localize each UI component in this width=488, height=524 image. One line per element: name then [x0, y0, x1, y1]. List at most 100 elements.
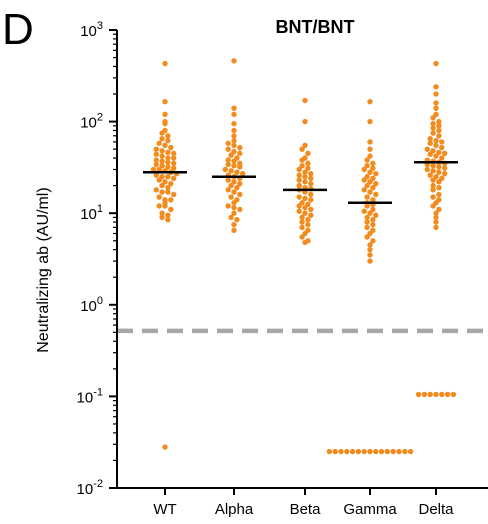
data-point	[361, 187, 367, 193]
data-point	[430, 120, 436, 127]
data-point	[367, 98, 373, 105]
data-point	[436, 169, 442, 175]
data-point	[165, 159, 171, 165]
data-point	[427, 136, 433, 142]
data-point	[165, 216, 171, 223]
data-point	[296, 166, 302, 173]
data-point	[439, 155, 445, 161]
medians-layer	[143, 160, 458, 205]
data-point	[370, 238, 376, 244]
x-tick-label: Delta	[418, 501, 454, 518]
data-point	[433, 137, 439, 144]
data-point	[156, 166, 162, 173]
data-point	[308, 170, 314, 177]
data-point	[367, 118, 373, 125]
data-point	[296, 177, 302, 183]
x-tick-label: Gamma	[343, 501, 397, 518]
data-point	[407, 448, 414, 455]
data-point	[373, 170, 379, 177]
data-point	[225, 161, 231, 168]
data-point	[436, 179, 442, 185]
data-point	[162, 203, 168, 209]
data-point	[439, 139, 445, 145]
data-point	[396, 448, 402, 455]
data-point	[367, 210, 373, 216]
data-point	[367, 153, 373, 159]
data-point	[162, 60, 168, 67]
data-point	[162, 111, 168, 118]
data-point	[165, 149, 171, 156]
data-point	[433, 60, 439, 67]
data-point	[305, 150, 311, 157]
data-point	[436, 191, 442, 198]
data-point	[361, 208, 367, 214]
data-point	[168, 197, 174, 203]
data-point	[153, 161, 159, 168]
data-point	[171, 150, 177, 157]
data-point	[228, 194, 234, 200]
data-point	[299, 234, 305, 240]
data-point	[231, 120, 237, 127]
data-point	[367, 169, 373, 175]
data-point	[231, 127, 237, 134]
data-point	[228, 214, 234, 221]
data-point	[231, 200, 237, 206]
data-point	[299, 163, 305, 169]
data-point	[150, 166, 157, 173]
data-point	[344, 448, 350, 455]
data-point	[367, 252, 373, 258]
data-point	[302, 97, 308, 104]
data-point	[442, 165, 448, 171]
data-point	[367, 258, 373, 264]
data-point	[305, 165, 311, 171]
data-point	[364, 157, 370, 163]
data-point	[225, 146, 231, 152]
data-point	[165, 174, 171, 180]
data-point	[436, 123, 442, 129]
data-point	[349, 448, 356, 455]
data-point	[299, 214, 305, 221]
data-point	[302, 210, 308, 216]
data-point	[159, 158, 165, 164]
data-point	[228, 168, 234, 174]
data-point	[159, 182, 165, 189]
data-point	[430, 168, 436, 174]
y-tick-label: 103	[80, 20, 103, 40]
data-point	[427, 140, 433, 146]
data-point	[159, 148, 165, 154]
data-point	[231, 163, 237, 169]
data-point	[165, 155, 171, 161]
data-point	[171, 175, 177, 182]
data-point	[302, 239, 308, 246]
y-tick-label: 100	[80, 295, 103, 315]
data-point	[231, 158, 237, 164]
data-point	[378, 448, 385, 455]
data-point	[302, 174, 308, 180]
data-point	[308, 175, 314, 182]
data-point	[308, 191, 314, 198]
data-point	[231, 137, 237, 144]
data-point	[296, 203, 302, 209]
data-point	[159, 130, 165, 136]
data-point	[153, 151, 159, 157]
data-point	[296, 172, 302, 178]
data-point	[367, 242, 373, 248]
data-point	[430, 194, 436, 200]
data-point	[156, 140, 162, 146]
x-tick-label: Beta	[290, 501, 322, 518]
data-point	[442, 150, 448, 157]
data-point	[433, 105, 439, 111]
data-point	[162, 179, 168, 185]
data-point	[308, 206, 314, 213]
data-point	[442, 170, 448, 177]
data-point	[367, 246, 373, 253]
data-point	[433, 391, 439, 398]
data-point	[433, 84, 439, 90]
data-point	[231, 204, 237, 211]
data-point	[296, 194, 302, 200]
data-point	[159, 189, 165, 195]
data-point	[436, 127, 442, 134]
data-point	[299, 157, 305, 163]
data-point	[237, 164, 243, 170]
data-point	[355, 448, 362, 455]
